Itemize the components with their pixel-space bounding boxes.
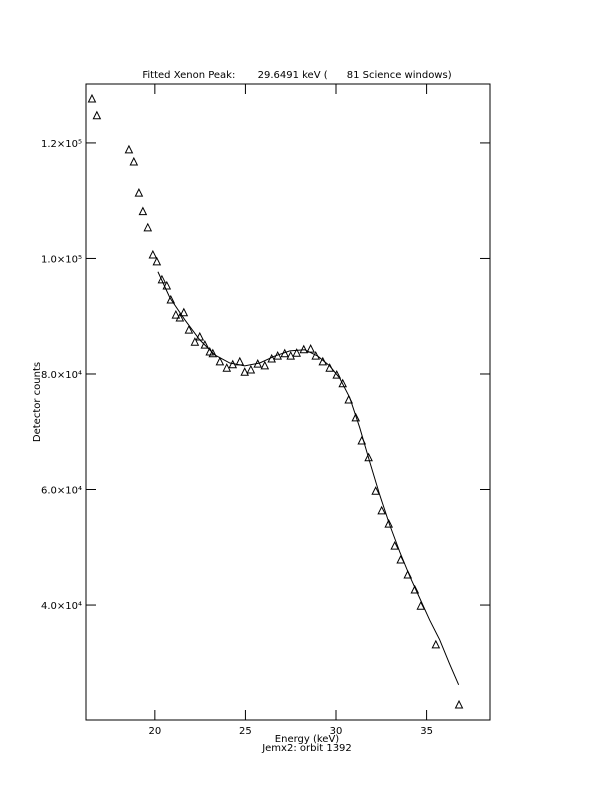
data-point (208, 348, 218, 358)
x-axis-label: Energy (keV) (275, 734, 340, 745)
y-tick-label: 1.0×10⁵ (41, 254, 82, 265)
x-tick-label: 35 (420, 726, 433, 737)
data-point (222, 363, 232, 372)
x-tick-label: 20 (148, 726, 161, 737)
x-tick-label: 30 (330, 726, 343, 737)
data-point (351, 412, 361, 422)
data-point (175, 312, 185, 322)
data-point (190, 337, 200, 346)
data-point (124, 144, 134, 154)
data-point (134, 188, 144, 197)
data-point (162, 280, 172, 290)
data-point (171, 309, 181, 319)
y-tick-label: 8.0×10⁴ (41, 370, 82, 381)
x-tick-label: 25 (239, 726, 252, 737)
plot-frame (85, 83, 491, 721)
data-point (87, 93, 97, 103)
data-point (416, 601, 426, 610)
data-point (377, 505, 386, 515)
fit-line (157, 271, 460, 685)
y-axis-label: Detector counts (32, 362, 43, 442)
data-point (286, 350, 296, 360)
data-point (157, 274, 167, 284)
data-point (246, 364, 256, 374)
y-tick-label: 4.0×10⁴ (41, 601, 82, 612)
data-point (148, 249, 158, 259)
data-point (390, 541, 400, 550)
data-point (143, 222, 153, 232)
data-point (179, 307, 189, 317)
data-point (260, 360, 270, 370)
data-point (332, 370, 342, 379)
data-point (92, 110, 102, 120)
data-point (364, 452, 373, 462)
data-point (292, 348, 302, 357)
data-point (410, 584, 420, 594)
data-point (166, 294, 176, 304)
data-point (152, 256, 162, 266)
data-point (138, 206, 148, 216)
data-point (200, 339, 210, 349)
data-point (299, 344, 309, 354)
data-point (384, 519, 394, 528)
data-point (371, 486, 380, 495)
data-point (240, 367, 250, 376)
chart-title: Fitted Xenon Peak: 29.6491 keV ( 81 Scie… (142, 70, 451, 81)
data-point (129, 156, 139, 166)
data-point (454, 699, 464, 709)
y-tick-label: 6.0×10⁴ (41, 486, 82, 497)
data-point (431, 639, 441, 649)
data-point (318, 356, 328, 366)
data-point (184, 324, 194, 334)
data-point (235, 356, 245, 366)
data-point (215, 356, 225, 366)
y-tick-label: 1.2×10⁵ (41, 139, 82, 150)
data-point (338, 378, 348, 388)
subtitle: Jemx2: orbit 1392 (261, 743, 352, 754)
